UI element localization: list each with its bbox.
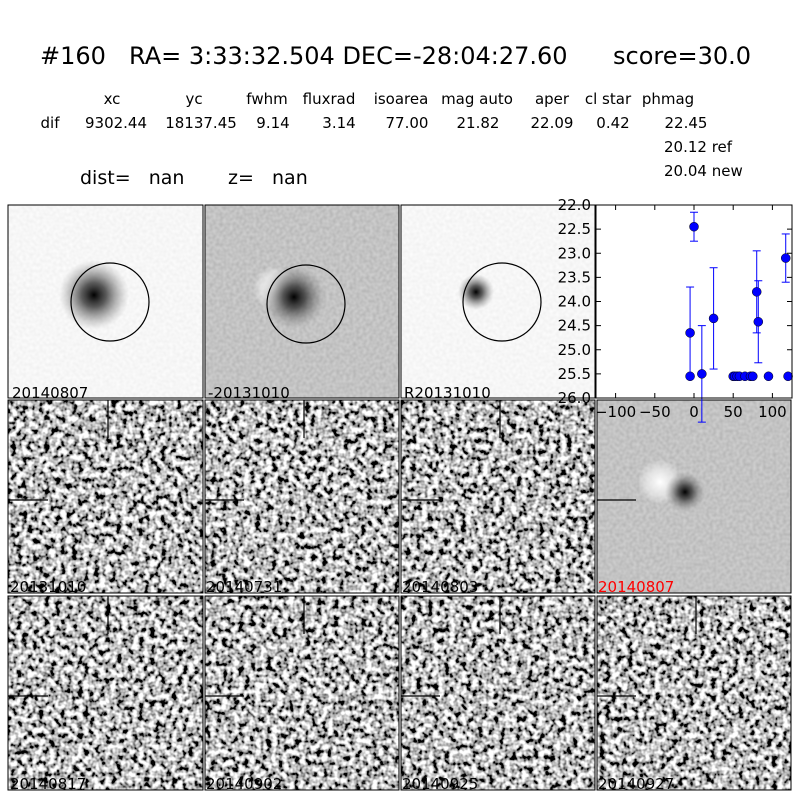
column-header: phmag: [642, 90, 694, 108]
cell: 9302.44: [85, 114, 147, 132]
point: [751, 287, 762, 297]
x-tick-label: 0: [689, 403, 699, 421]
point: [783, 371, 793, 382]
object-id: #160: [40, 42, 106, 70]
stamp-label: 20140731: [206, 578, 282, 596]
cell: 77.00: [386, 114, 429, 132]
plot-frame: [595, 204, 793, 399]
column-header: fwhm: [246, 90, 287, 108]
point: [763, 371, 774, 382]
y-tick-label: 25.5: [558, 365, 591, 383]
stamp: 20140902: [204, 595, 400, 793]
y-tick-label: 24.0: [558, 293, 591, 311]
stamp: 20140927: [596, 595, 792, 793]
stamp: 20140817: [7, 595, 204, 793]
stats-table: xc yc fwhm fluxrad isoarea mag auto aper cl sta…: [41, 90, 743, 180]
y-tick-label: 23.0: [558, 244, 591, 262]
column-header: cl star: [585, 90, 632, 108]
y-tick-label: 26.0: [558, 389, 591, 407]
stamp-label: R20131010: [404, 384, 491, 402]
light-curve: 22.0 22.5 23.0 23.5 24.0 24.5 25.0 25.5 26.0−100…: [558, 196, 793, 423]
cell: 22.09: [531, 114, 574, 132]
point: [780, 253, 791, 263]
stamp: 20131010: [7, 399, 204, 596]
new-mag: 20.04 new: [664, 162, 743, 180]
stamp-label: -20131010: [208, 384, 290, 402]
x-tick-label: −100: [595, 403, 636, 421]
y-tick-label: 23.5: [558, 268, 591, 286]
cell: 22.45: [665, 114, 708, 132]
column-header: aper: [535, 90, 570, 108]
x-tick-label: 100: [758, 403, 787, 421]
coordinates: RA= 3:33:32.504 DEC=-28:04:27.60: [129, 42, 568, 70]
stamp-label: 20140927: [598, 775, 674, 793]
stamp-label: 20140817: [10, 775, 86, 793]
ref-mag: 20.12 ref: [664, 138, 733, 156]
column-header: fluxrad: [303, 90, 356, 108]
stamp-label: 20140807: [598, 578, 674, 596]
y-tick-label: 22.5: [558, 220, 591, 238]
column-header: isoarea: [374, 90, 429, 108]
x-tick-label: −50: [639, 403, 671, 421]
stamp: 20140731: [204, 399, 400, 596]
cell: 18137.45: [165, 114, 237, 132]
stamp: 20140803: [400, 399, 596, 596]
stamp-label: 20140803: [402, 578, 478, 596]
z: z= nan: [228, 167, 308, 189]
cell: 9.14: [256, 114, 289, 132]
stamp-label: 20140925: [402, 775, 478, 793]
stamp: 20140807: [7, 204, 204, 402]
x-tick-label: 50: [724, 403, 743, 421]
point: [689, 221, 699, 232]
stamp-label: 20140902: [206, 775, 282, 793]
y-tick-label: 25.0: [558, 341, 591, 359]
point: [748, 371, 758, 382]
column-header: mag auto: [441, 90, 513, 108]
stamp-label: 20131010: [10, 578, 86, 596]
dist: dist= nan: [80, 167, 184, 189]
row-label: dif: [41, 114, 61, 132]
y-tick-label: 24.5: [558, 317, 591, 335]
point: [685, 328, 695, 338]
point: [697, 369, 707, 379]
stamp: 20140925: [400, 595, 596, 793]
stamp: R20131010: [400, 204, 596, 402]
point: [708, 313, 719, 324]
column-header: xc: [104, 90, 121, 108]
score: score=30.0: [613, 42, 751, 70]
cell: 21.82: [457, 114, 500, 132]
stamp-label: 20140807: [12, 384, 88, 402]
cell: 3.14: [322, 114, 355, 132]
cell: 0.42: [596, 114, 629, 132]
y-tick-label: 22.0: [558, 196, 591, 214]
point: [753, 317, 764, 327]
stamp: -20131010: [204, 204, 400, 402]
stamp: 20140807: [596, 399, 792, 596]
column-header: yc: [185, 90, 202, 108]
